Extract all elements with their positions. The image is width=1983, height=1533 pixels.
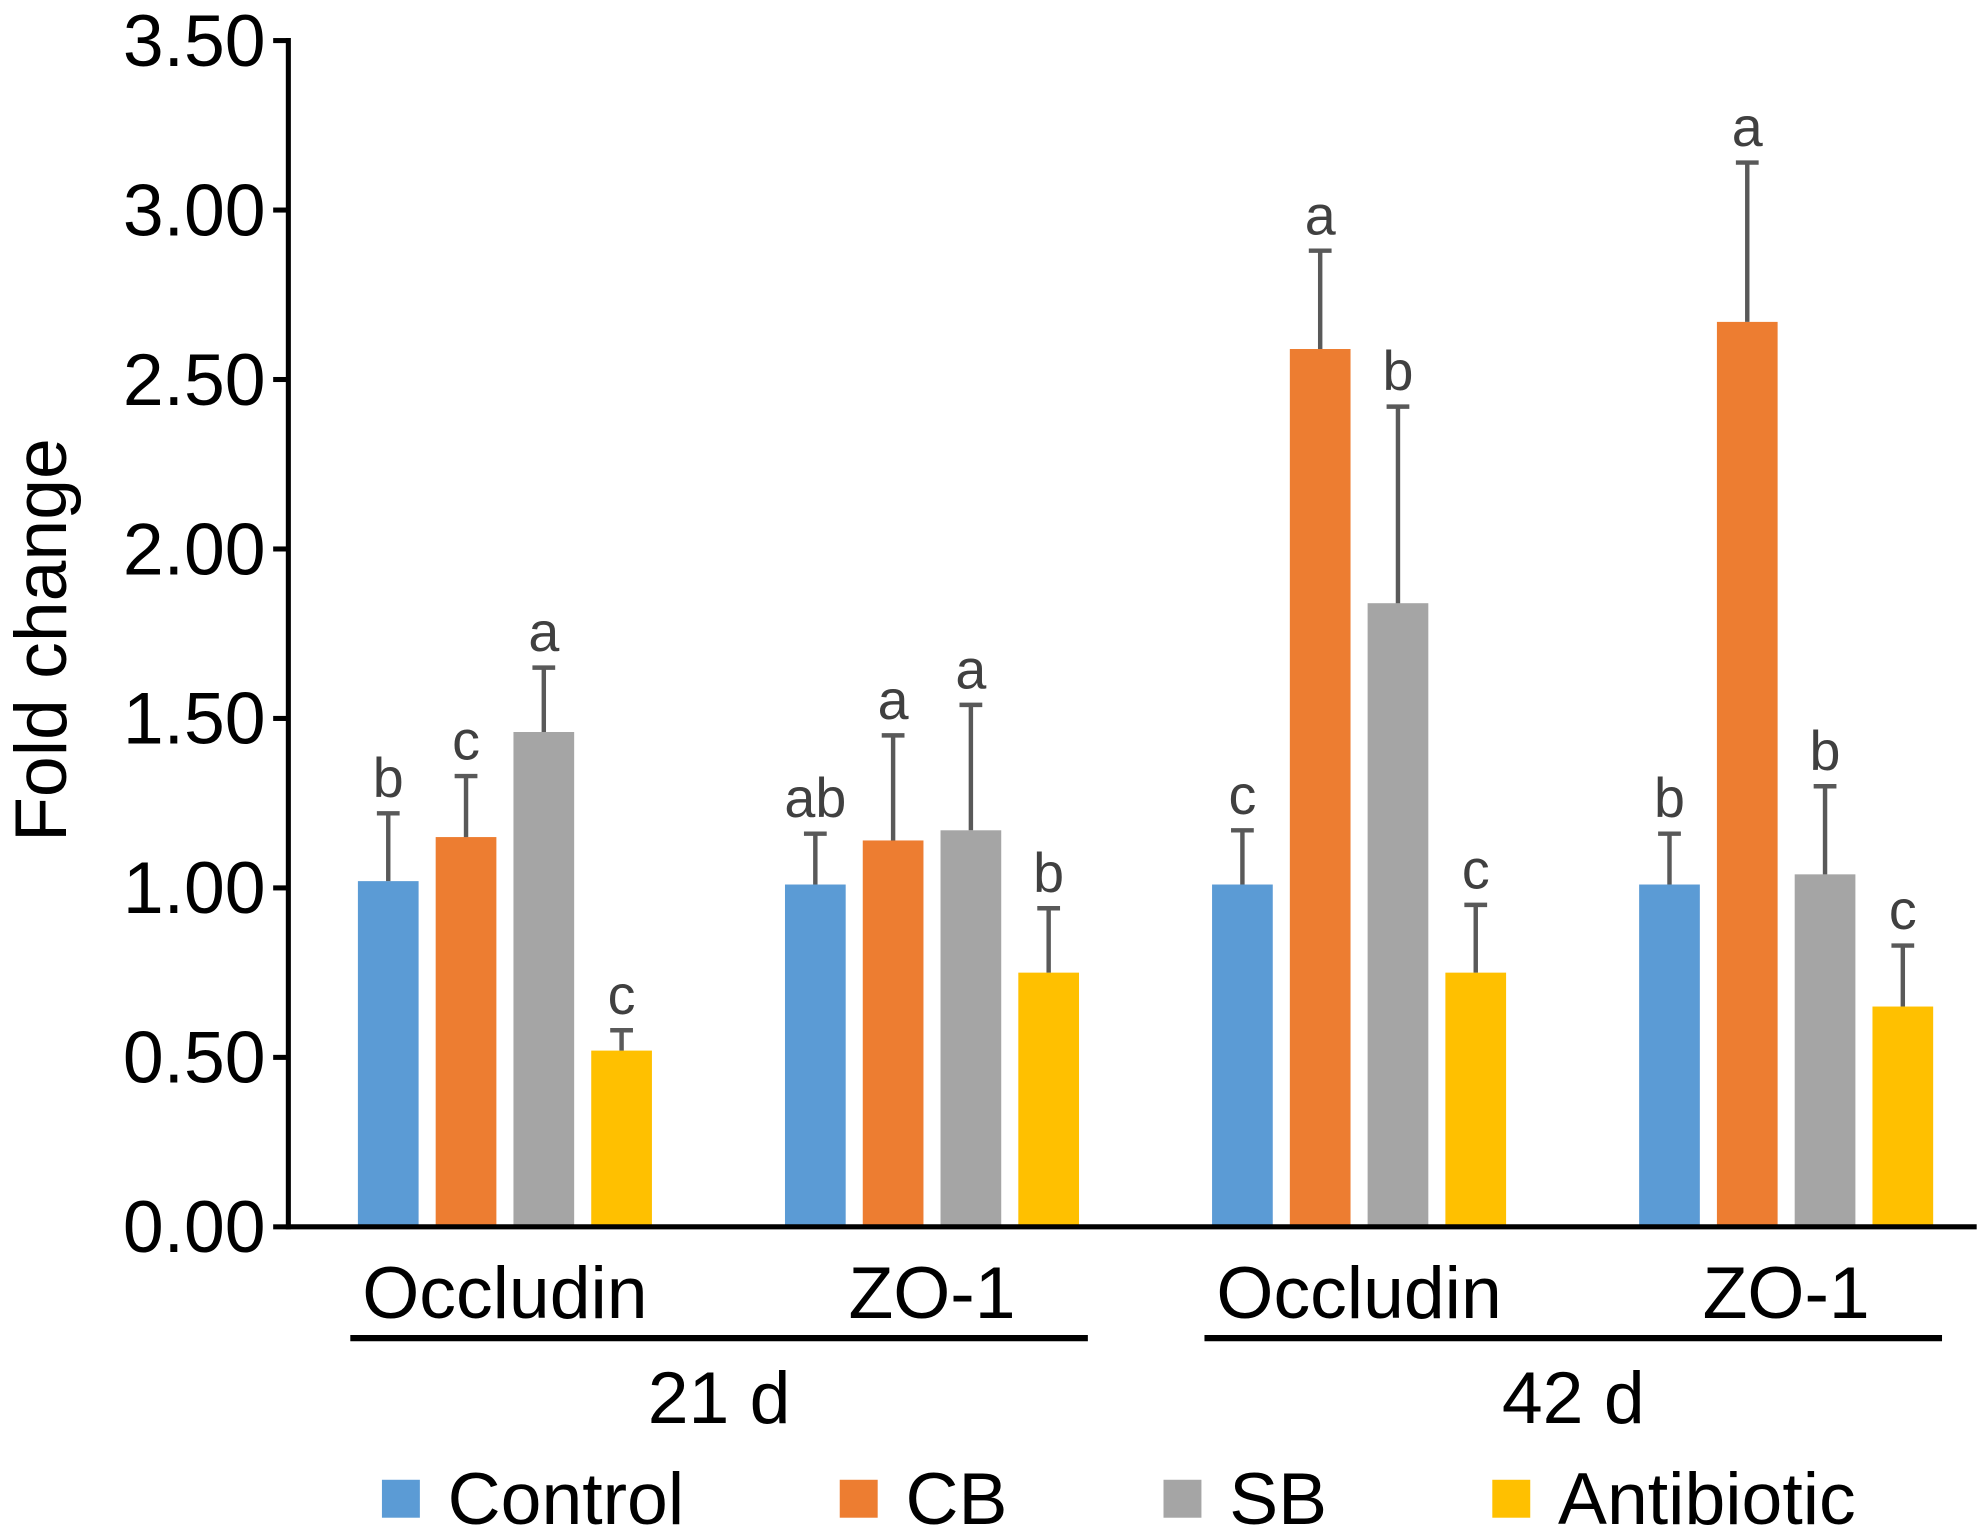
bar-sb-zo-1-21-d (940, 830, 1002, 1227)
bar-series (357, 321, 1934, 1227)
error-bar-antibiotic-occludin-21-d (610, 1028, 633, 1051)
category-label-occludin-21-d: Occludin (362, 1252, 647, 1334)
error-bar-control-occludin-21-d (376, 811, 400, 882)
bar-cb-zo-1-42-d (1716, 321, 1778, 1227)
error-bar-cb-occludin-21-d (454, 773, 478, 838)
error-bars (376, 160, 1915, 1051)
significance-letter-cb-zo-1-21-d: a (878, 669, 909, 731)
category-label-zo-1-42-d: ZO-1 (1703, 1252, 1870, 1334)
y-tick-label: 1.00 (123, 847, 266, 929)
x-axis-category-labels: Occludin ZO-1 Occludin ZO-1 (362, 1252, 1869, 1334)
error-bar-sb-occludin-21-d (532, 665, 556, 732)
error-bar-cb-zo-1-42-d (1735, 160, 1759, 322)
period-label-42-d: 42 d (1502, 1357, 1645, 1439)
legend-label-control: Control (448, 1458, 684, 1533)
y-tick-label: 2.50 (123, 339, 266, 421)
error-bar-sb-zo-1-21-d (959, 702, 983, 831)
error-bar-control-zo-1-21-d (803, 831, 827, 885)
bar-control-occludin-21-d (357, 881, 419, 1227)
y-tick-label: 2.00 (123, 508, 266, 590)
error-bar-antibiotic-zo-1-42-d (1891, 943, 1915, 1007)
bar-antibiotic-occludin-21-d (591, 1050, 652, 1227)
bar-sb-occludin-42-d (1367, 603, 1429, 1227)
bar-sb-occludin-21-d (513, 731, 575, 1227)
error-bar-sb-occludin-42-d (1386, 404, 1410, 604)
bar-cb-zo-1-21-d (862, 840, 924, 1227)
error-bar-cb-occludin-42-d (1308, 248, 1332, 350)
legend-swatch-cb (839, 1479, 878, 1518)
significance-letter-cb-occludin-42-d: a (1305, 184, 1336, 246)
error-bar-cb-zo-1-21-d (881, 733, 905, 841)
legend-item-antibiotic: Antibiotic (1492, 1458, 1856, 1533)
bar-control-occludin-42-d (1212, 884, 1273, 1227)
significance-letter-sb-occludin-42-d: b (1382, 340, 1413, 402)
error-bar-sb-zo-1-42-d (1813, 784, 1837, 875)
bar-control-zo-1-42-d (1639, 884, 1700, 1227)
significance-letter-antibiotic-occludin-42-d: c (1462, 838, 1490, 900)
y-tick-label: 0.50 (123, 1017, 266, 1099)
significance-letter-antibiotic-occludin-21-d: c (608, 964, 636, 1026)
y-tick-label: 3.00 (123, 169, 266, 251)
significance-letter-cb-occludin-21-d: c (452, 710, 480, 772)
y-axis-label: Fold change (0, 438, 82, 842)
legend-item-control: Control (381, 1458, 684, 1533)
legend-label-cb: CB (906, 1458, 1008, 1533)
legend-item-sb: SB (1163, 1458, 1327, 1533)
bar-antibiotic-occludin-42-d (1445, 972, 1507, 1227)
significance-letter-control-occludin-42-d: c (1229, 764, 1257, 826)
legend-swatch-sb (1163, 1479, 1202, 1518)
legend-label-antibiotic: Antibiotic (1558, 1458, 1856, 1533)
significance-letter-cb-zo-1-42-d: a (1732, 96, 1763, 158)
significance-letter-control-zo-1-21-d: ab (784, 767, 846, 829)
category-label-occludin-42-d: Occludin (1216, 1252, 1501, 1334)
significance-letter-antibiotic-zo-1-42-d: c (1889, 879, 1917, 941)
legend-label-sb: SB (1229, 1458, 1327, 1533)
legend-swatch-control (381, 1479, 420, 1518)
category-label-zo-1-21-d: ZO-1 (848, 1252, 1015, 1334)
period-label-21-d: 21 d (648, 1357, 791, 1439)
significance-letter-antibiotic-zo-1-21-d: b (1033, 842, 1064, 904)
bar-sb-zo-1-42-d (1794, 874, 1856, 1227)
legend-swatch-antibiotic (1492, 1479, 1531, 1518)
error-bar-control-zo-1-42-d (1658, 831, 1681, 885)
y-tick-label: 0.00 (123, 1186, 266, 1268)
bar-antibiotic-zo-1-42-d (1872, 1006, 1934, 1227)
significance-letter-control-occludin-21-d: b (373, 747, 404, 809)
significance-letter-sb-zo-1-42-d: b (1810, 720, 1841, 782)
y-tick-label: 1.50 (123, 678, 266, 760)
significance-letter-control-zo-1-42-d: b (1654, 767, 1685, 829)
error-bar-antibiotic-occludin-42-d (1464, 902, 1488, 973)
significance-letter-sb-occludin-21-d: a (528, 601, 559, 663)
bar-antibiotic-zo-1-21-d (1018, 972, 1080, 1227)
error-bar-antibiotic-zo-1-21-d (1037, 906, 1061, 973)
bar-control-zo-1-21-d (784, 884, 846, 1227)
significance-letter-sb-zo-1-21-d: a (955, 638, 986, 700)
error-bar-control-occludin-42-d (1231, 828, 1254, 885)
legend: Control CB SB Antibiotic (381, 1458, 1856, 1533)
bar-cb-occludin-42-d (1289, 349, 1351, 1227)
y-tick-label: 3.50 (123, 0, 266, 82)
legend-item-cb: CB (839, 1458, 1008, 1533)
y-axis-ticks: 0.00 0.50 1.00 1.50 2.00 2.50 3.00 3.50 (123, 0, 289, 1268)
period-brackets: 21 d 42 d (350, 1334, 1943, 1439)
bar-cb-occludin-21-d (435, 837, 497, 1227)
